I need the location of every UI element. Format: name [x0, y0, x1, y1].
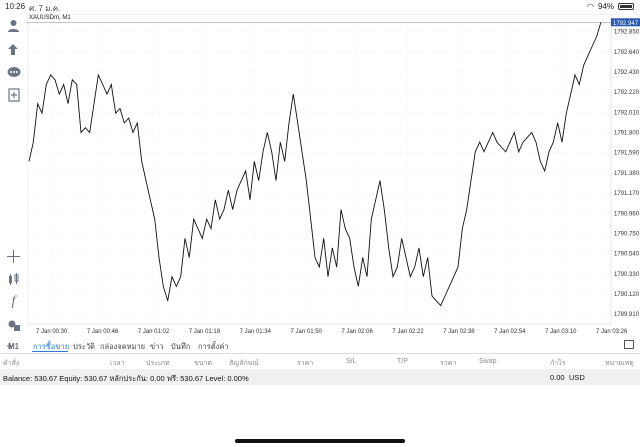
time-tick-label: 7 Jan 02:38 [443, 329, 475, 335]
account-icon[interactable] [4, 16, 23, 34]
current-price-label: 1792.947 [613, 21, 639, 27]
time-tick-label: 7 Jan 03:26 [596, 329, 628, 335]
price-tick-label: 1791.590 [614, 151, 640, 157]
price-tick-label: 1792.010 [614, 110, 640, 116]
price-tick-label: 1790.540 [614, 252, 640, 258]
symbol-label: XAUUSDm, M1 [29, 15, 71, 21]
indicators-icon[interactable]: f [11, 294, 16, 309]
price-tick-label: 1791.800 [614, 131, 640, 137]
col-order: คำสั่ง [3, 360, 20, 367]
time-tick-label: 7 Jan 01:18 [189, 329, 221, 335]
col-symbol: สัญลักษณ์ [229, 360, 259, 367]
crosshair-icon[interactable] [4, 247, 23, 265]
time-tick-label: 7 Jan 02:06 [341, 329, 373, 335]
tab-mailbox[interactable]: กล่องจดหมาย [100, 342, 146, 351]
col-profit: กำไร [550, 360, 566, 367]
col-price-current: ราคา [440, 360, 457, 367]
time-tick-label: 7 Jan 02:54 [494, 329, 526, 335]
tab-journal[interactable]: บันทึก [171, 342, 191, 351]
chart-area[interactable]: 1792.850 1792.640 1792.430 1792.220 1792.010… [27, 14, 640, 337]
price-tick-label: 1791.170 [614, 191, 640, 197]
current-price-badge [611, 18, 640, 27]
bottom-tabs: + การซื้อขาย ประวัติ กล่องจดหมาย ข่าว บั… [0, 337, 640, 353]
time-tick-label: 7 Jan 02:22 [392, 329, 424, 335]
new-order-icon[interactable] [4, 86, 23, 104]
col-swap: Swap [479, 358, 497, 365]
col-sl: S/L [346, 358, 357, 365]
status-time: 10:26 [5, 2, 26, 11]
col-type: ประเภท [146, 360, 170, 367]
left-toolbar: f M1 [0, 14, 27, 351]
price-line [28, 21, 602, 307]
tab-news[interactable]: ข่าว [150, 342, 164, 351]
wifi-icon: ◠ [587, 2, 594, 11]
col-tp: T/P [397, 358, 408, 365]
home-indicator [235, 439, 405, 443]
price-chart[interactable]: 1792.850 1792.640 1792.430 1792.220 1792.010… [27, 14, 640, 337]
col-volume: ขนาด [194, 360, 213, 367]
time-tick-label: 7 Jan 03:10 [545, 329, 577, 335]
time-tick-label: 7 Jan 01:34 [240, 329, 272, 335]
time-tick-label: 7 Jan 00:30 [36, 329, 68, 335]
balance-text: Balance: 530.67 Equity: 530.67 หลักประกั… [3, 374, 249, 383]
tab-trade[interactable]: การซื้อขาย [33, 342, 70, 351]
status-bar: 10:26 ศ. 7 ม.ค. ◠ 94% [0, 0, 640, 14]
chat-icon[interactable] [4, 63, 23, 81]
expand-panel-icon[interactable] [624, 340, 634, 349]
chart-type-icon[interactable] [4, 270, 23, 288]
price-tick-label: 1790.120 [614, 292, 640, 298]
timeframe-button[interactable]: M1 [7, 341, 20, 351]
time-tick-label: 7 Jan 01:50 [291, 329, 323, 335]
status-right: ◠ 94% [587, 2, 634, 11]
price-tick-label: 1790.960 [614, 211, 640, 217]
col-time: เวลา [110, 360, 125, 367]
price-tick-label: 1792.220 [614, 90, 640, 96]
time-tick-label: 7 Jan 01:02 [138, 329, 170, 335]
battery-text: 94% [597, 2, 614, 11]
trade-icon[interactable] [4, 40, 23, 58]
col-comment: หมายเหตุ [605, 360, 634, 367]
total-profit: 0.00 [550, 373, 565, 382]
add-icon[interactable]: + [6, 338, 14, 353]
balance-row: Balance: 530.67 Equity: 530.67 หลักประกั… [0, 369, 640, 385]
plot-frame [27, 14, 612, 325]
price-tick-label: 1792.640 [614, 50, 640, 56]
objects-icon[interactable] [4, 316, 23, 334]
order-columns: คำสั่ง เวลา ประเภท ขนาด สัญลักษณ์ ราคา S… [0, 353, 640, 369]
tab-settings[interactable]: การตั้งค่า [198, 342, 229, 351]
tab-active-indicator [32, 351, 68, 352]
price-tick-label: 1791.380 [614, 171, 640, 177]
currency: USD [569, 373, 585, 382]
col-price: ราคา [297, 360, 314, 367]
price-tick-label: 1792.850 [614, 30, 640, 36]
price-tick-label: 1789.910 [614, 312, 640, 318]
battery-icon [618, 3, 634, 10]
tab-history[interactable]: ประวัติ [73, 342, 95, 351]
status-date: ศ. 7 ม.ค. [29, 4, 61, 13]
time-tick-label: 7 Jan 00:46 [87, 329, 119, 335]
price-tick-label: 1792.430 [614, 70, 640, 76]
price-tick-label: 1790.750 [614, 231, 640, 237]
price-tick-label: 1790.330 [614, 272, 640, 278]
